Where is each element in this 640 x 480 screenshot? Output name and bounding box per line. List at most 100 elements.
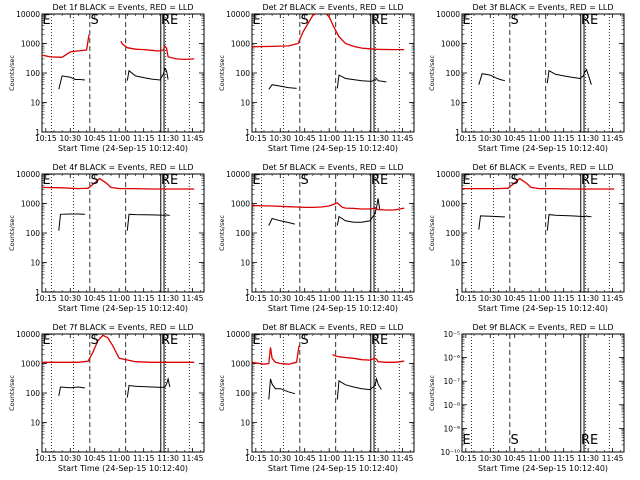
x-tick-label: 10:15	[245, 454, 267, 463]
x-tick-label: 11:30	[157, 134, 179, 143]
x-axis-label: Start Time (24-Sep-15 10:12:40)	[58, 144, 188, 153]
x-tick-label: 11:45	[182, 134, 204, 143]
y-tick-label: 10000	[226, 330, 250, 339]
plot-5	[251, 173, 415, 293]
x-tick-label: 10:30	[59, 134, 81, 143]
x-tick-label: 11:45	[182, 294, 204, 303]
x-tick-label: 10:30	[269, 294, 291, 303]
series-events-line	[268, 84, 297, 90]
y-tick-label: 10000	[436, 10, 460, 19]
x-tick-label: 11:00	[528, 294, 550, 303]
x-tick-label: 11:30	[157, 294, 179, 303]
x-tick-label: 11:30	[367, 294, 389, 303]
x-tick-label: 10:15	[35, 134, 57, 143]
y-tick-label: 1000	[21, 200, 40, 209]
event-marker-s: S	[90, 333, 98, 348]
y-tick-label: 10	[450, 99, 460, 108]
event-marker-re: RE	[371, 173, 388, 188]
x-tick-label: 10:15	[35, 294, 57, 303]
x-axis-label: Start Time (24-Sep-15 10:12:40)	[478, 304, 608, 313]
event-marker-e: E	[42, 13, 50, 28]
plot-title: Det 1f BLACK = Events, RED = LLD	[52, 3, 193, 12]
event-marker-s: S	[300, 173, 308, 188]
y-tick-label: 1000	[441, 40, 460, 49]
y-tick-label: 100	[236, 389, 251, 398]
y-tick-label: 10000	[226, 170, 250, 179]
y-tick-label: 1000	[21, 40, 40, 49]
y-tick-label: 10	[30, 419, 40, 428]
series-lld-line	[42, 334, 195, 363]
x-tick-label: 11:45	[602, 294, 624, 303]
series-lld-line	[42, 34, 90, 58]
event-marker-e: E	[42, 173, 50, 188]
y-tick-label: 1000	[231, 200, 250, 209]
y-tick-label: 1	[245, 448, 250, 457]
x-tick-label: 10:45	[84, 454, 106, 463]
y-tick-label: 1	[455, 288, 460, 297]
event-marker-s: S	[300, 13, 308, 28]
event-marker-s: S	[510, 173, 518, 188]
y-axis-label: Counts/sec	[428, 375, 436, 411]
y-tick-label: 10000	[16, 330, 40, 339]
y-tick-label: 10	[240, 99, 250, 108]
plot-3	[461, 13, 625, 133]
x-axis-label: Start Time (24-Sep-15 10:12:40)	[58, 464, 188, 473]
y-tick-label: 10⁻¹⁰	[440, 448, 460, 457]
x-tick-label: 10:30	[59, 294, 81, 303]
x-tick-label: 10:45	[294, 454, 316, 463]
x-tick-label: 11:45	[392, 454, 414, 463]
x-tick-label: 11:45	[602, 454, 624, 463]
event-marker-re: RE	[581, 173, 598, 188]
y-tick-label: 100	[446, 69, 461, 78]
series-events-line	[336, 377, 382, 400]
y-tick-label: 1000	[231, 360, 250, 369]
plot-frame	[461, 333, 625, 453]
plot-title: Det 2f BLACK = Events, RED = LLD	[262, 3, 403, 12]
plot-9	[461, 333, 625, 453]
x-tick-label: 11:00	[318, 294, 340, 303]
series-events-line	[546, 214, 592, 231]
series-events-line	[126, 213, 170, 231]
x-tick-label: 11:00	[318, 134, 340, 143]
y-tick-label: 1000	[21, 360, 40, 369]
x-tick-label: 10:30	[479, 134, 501, 143]
plot-7	[41, 333, 205, 453]
x-tick-label: 11:30	[577, 454, 599, 463]
y-tick-label: 1	[245, 128, 250, 137]
plot-data	[462, 177, 615, 231]
event-marker-re: RE	[581, 13, 598, 28]
plot-title: Det 7f BLACK = Events, RED = LLD	[52, 323, 193, 332]
event-marker-re: RE	[581, 433, 598, 448]
x-tick-label: 10:45	[294, 134, 316, 143]
x-tick-label: 11:15	[553, 294, 575, 303]
series-lld-line	[120, 40, 195, 61]
series-events-line	[336, 74, 387, 89]
y-axis-label: Counts/sec	[8, 375, 16, 411]
series-events-line	[546, 68, 592, 85]
x-tick-label: 10:30	[59, 454, 81, 463]
plot-frame	[41, 173, 205, 293]
y-tick-label: 10	[450, 259, 460, 268]
x-tick-label: 10:15	[245, 134, 267, 143]
plot-4	[41, 173, 205, 293]
y-tick-label: 100	[26, 69, 41, 78]
y-tick-label: 10⁻⁶	[443, 354, 460, 363]
x-tick-label: 11:30	[157, 454, 179, 463]
x-tick-label: 10:45	[504, 454, 526, 463]
y-tick-label: 10⁻⁸	[443, 401, 460, 410]
series-events-line	[126, 376, 171, 398]
event-marker-re: RE	[371, 13, 388, 28]
x-tick-label: 11:45	[392, 134, 414, 143]
plot-data	[42, 334, 195, 398]
event-marker-re: RE	[161, 13, 178, 28]
plot-title: Det 6f BLACK = Events, RED = LLD	[472, 163, 613, 172]
x-tick-label: 10:30	[479, 294, 501, 303]
x-tick-label: 11:30	[367, 454, 389, 463]
y-tick-label: 10000	[16, 170, 40, 179]
event-marker-s: S	[300, 333, 308, 348]
series-lld-line	[252, 14, 405, 51]
y-tick-label: 100	[26, 229, 41, 238]
event-marker-e: E	[42, 333, 50, 348]
series-lld-line	[462, 177, 615, 190]
